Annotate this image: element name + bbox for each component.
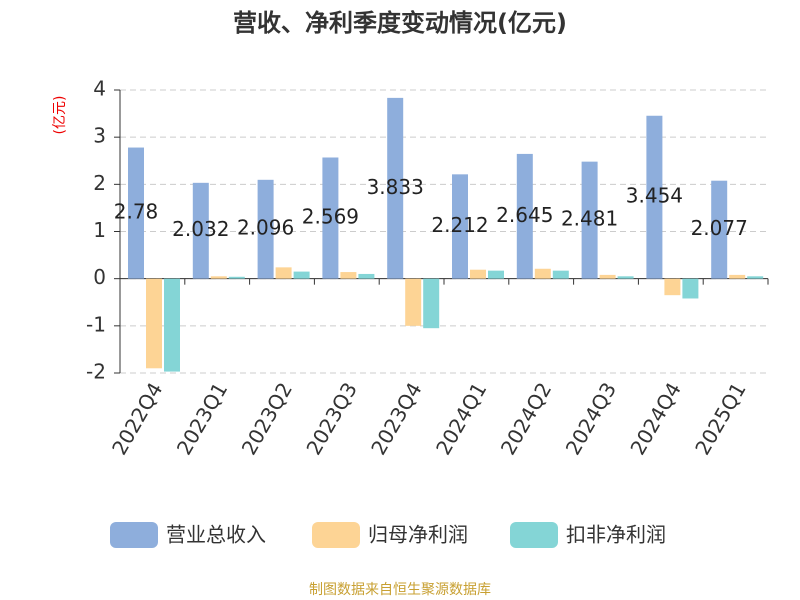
bar — [534, 268, 551, 279]
x-tick-label: 2024Q4 — [625, 378, 685, 459]
x-tick-label: 2024Q2 — [496, 378, 556, 459]
legend-swatch — [312, 522, 360, 548]
x-tick-label: 2023Q4 — [366, 378, 426, 459]
bar — [682, 278, 699, 299]
bar — [228, 276, 245, 279]
legend-swatch — [110, 522, 158, 548]
x-tick-label: 2024Q3 — [561, 378, 621, 459]
legend-label: 归母净利润 — [368, 523, 468, 547]
data-label: 2.096 — [237, 216, 294, 240]
legend-swatch — [510, 522, 558, 548]
legend-label: 营业总收入 — [166, 523, 266, 547]
bar — [275, 267, 292, 279]
bar — [146, 278, 162, 369]
y-tick-label: -1 — [86, 312, 106, 336]
x-tick-label: 2023Q1 — [172, 378, 232, 459]
bar — [387, 97, 404, 279]
data-label: 3.833 — [367, 175, 424, 199]
bar — [452, 174, 468, 279]
bar — [581, 161, 598, 279]
y-tick-label: 2 — [93, 171, 106, 195]
bar — [516, 153, 533, 279]
bar — [747, 276, 764, 279]
bar — [552, 270, 569, 279]
y-tick-label: -2 — [86, 360, 106, 384]
bar — [617, 276, 634, 279]
data-label: 2.032 — [172, 217, 229, 241]
x-tick-label: 2022Q4 — [107, 378, 167, 459]
bar — [293, 271, 310, 279]
data-label: 3.454 — [626, 184, 683, 208]
bar — [358, 273, 375, 279]
bar — [423, 278, 440, 329]
y-axis-label: (亿元) — [52, 96, 68, 135]
x-tick-label: 2023Q3 — [301, 378, 361, 459]
x-tick-label: 2024Q1 — [431, 378, 491, 459]
y-tick-label: 3 — [93, 124, 106, 148]
data-label: 2.481 — [561, 207, 618, 231]
bar — [664, 278, 681, 296]
y-tick-label: 1 — [93, 218, 106, 242]
y-tick-label: 0 — [93, 265, 106, 289]
source-note: 制图数据来自恒生聚源数据库 — [309, 582, 491, 598]
bar — [257, 179, 274, 279]
bar — [599, 274, 616, 279]
legend-label: 扣非净利润 — [566, 523, 666, 547]
bar — [711, 180, 728, 279]
x-tick-label: 2025Q1 — [690, 378, 750, 459]
bar — [488, 270, 504, 279]
bar — [164, 278, 180, 372]
y-tick-label: 4 — [93, 77, 106, 101]
chart-title: 营收、净利季度变动情况(亿元) — [233, 9, 567, 37]
bar — [470, 269, 486, 279]
bar — [210, 276, 227, 279]
data-label: 2.645 — [496, 203, 553, 227]
data-label: 2.569 — [302, 205, 359, 229]
data-label: 2.077 — [691, 216, 748, 240]
bar — [128, 147, 144, 279]
data-label: 2.78 — [114, 200, 159, 224]
bar — [340, 272, 357, 279]
bar — [646, 115, 663, 279]
data-label: 2.212 — [431, 213, 488, 237]
bar — [405, 278, 422, 326]
bar — [192, 182, 209, 279]
x-tick-label: 2023Q2 — [237, 378, 297, 459]
bar — [729, 274, 746, 279]
bar — [322, 157, 339, 279]
